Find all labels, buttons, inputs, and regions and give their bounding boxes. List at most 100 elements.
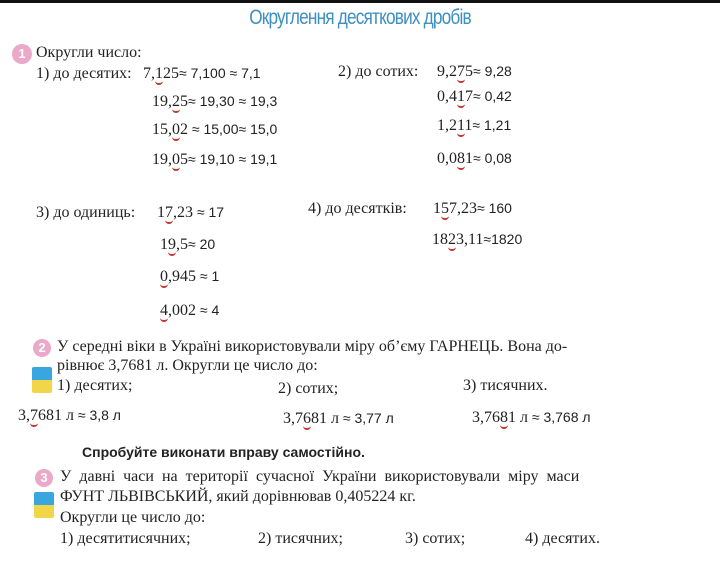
number-part: 1 bbox=[433, 200, 441, 217]
rounded-digit: 0 bbox=[172, 151, 180, 171]
rounding-answer: 19,5≈ 20 bbox=[160, 236, 216, 256]
number-part: 3,11 bbox=[456, 231, 484, 248]
handwritten-result: ≈ 19,10 ≈ 19,1 bbox=[188, 151, 278, 167]
handwritten-result: ≈ 17 bbox=[193, 204, 225, 220]
task2-text-line2: рівнює 3,7681 л. Округли це число до: bbox=[57, 357, 318, 374]
rounding-answer: 0,945 ≈ 1 bbox=[160, 268, 220, 288]
ukraine-flag-icon bbox=[32, 367, 52, 393]
handwritten-result: ≈ 9,28 bbox=[473, 63, 512, 79]
rounded-digit: 6 bbox=[303, 410, 311, 430]
number-part: 7, bbox=[143, 65, 155, 82]
task3-option: 2) тисячних; bbox=[258, 530, 343, 547]
rounded-digit: 7 bbox=[30, 407, 38, 427]
number-part: 7,23 bbox=[449, 200, 477, 217]
handwritten-result: ≈ 1 bbox=[196, 268, 220, 284]
rounding-answer: 0,417≈ 0,42 bbox=[437, 88, 512, 108]
rounded-digit: 1 bbox=[457, 117, 465, 137]
number-part: 1 л bbox=[508, 409, 528, 426]
task2-text-line1: У середні віки в Україні використовували… bbox=[57, 338, 568, 355]
task2-option: 1) десятих; bbox=[57, 377, 133, 394]
number-part: 3, bbox=[18, 407, 30, 424]
number-part: 3,7 bbox=[283, 410, 303, 427]
handwritten-result: ≈ 3,8 л bbox=[73, 407, 121, 423]
handwritten-result: ≈1820 bbox=[483, 231, 523, 247]
top-border bbox=[0, 0, 720, 3]
number-part: ,23 bbox=[173, 204, 193, 221]
number-part: 0,4 bbox=[437, 88, 457, 105]
handwritten-result: ≈ 15,00≈ 15,0 bbox=[188, 121, 278, 137]
task1-part2-label: 2) до сотих: bbox=[338, 63, 419, 80]
number-part: 15, bbox=[152, 121, 172, 138]
handwritten-result: ≈ 160 bbox=[477, 200, 512, 216]
rounding-answer: 15,02 ≈ 15,00≈ 15,0 bbox=[152, 121, 278, 141]
number-part: ,5 bbox=[176, 236, 188, 253]
rounded-digit: 5 bbox=[441, 200, 449, 220]
number-part: 1 bbox=[464, 117, 473, 134]
handwritten-result: ≈ 1,21 bbox=[472, 117, 512, 133]
number-part: 19, bbox=[152, 93, 172, 110]
task3-option: 3) сотих; bbox=[405, 530, 466, 547]
number-part: ,002 bbox=[168, 302, 196, 319]
rounding-answer: 19,05≈ 19,10 ≈ 19,1 bbox=[152, 151, 278, 171]
rounded-digit: 7 bbox=[457, 63, 465, 83]
handwritten-result: ≈ 4 bbox=[196, 302, 220, 318]
handwritten-result: ≈ 3,768 л bbox=[527, 409, 591, 425]
rounding-answer: 1823,11≈1820 bbox=[432, 231, 523, 251]
task1-part3-label: 3) до одиниць: bbox=[36, 204, 136, 221]
rounding-answer: 3,7681 л ≈ 3,768 л bbox=[472, 409, 591, 429]
rounded-digit: 2 bbox=[172, 93, 180, 113]
rounding-answer: 9,275≈ 9,28 bbox=[437, 63, 512, 83]
page-title: Округлення десяткових дробів bbox=[249, 6, 471, 29]
rounded-digit: 0 bbox=[172, 121, 180, 141]
handwritten-result: ≈ 0,42 bbox=[473, 88, 512, 104]
task-number-badge: 3 bbox=[35, 469, 53, 487]
task3-option: 1) десятитисячних; bbox=[60, 530, 191, 547]
handwritten-result: ≈ 3,77 л bbox=[338, 410, 394, 426]
task3-text-line2: ФУНТ ЛЬВІВСЬКИЙ, який дорівнював 0,40522… bbox=[60, 488, 416, 505]
task3-text-line3: Округли це число до: bbox=[60, 509, 206, 526]
handwritten-result: ≈ 19,30 ≈ 19,3 bbox=[188, 93, 278, 109]
number-part: 1 bbox=[465, 150, 473, 167]
number-part: 0,0 bbox=[437, 150, 457, 167]
task1-part4-label: 4) до десятків: bbox=[308, 200, 407, 217]
number-part: 5 bbox=[465, 63, 473, 80]
task1-part1-label: 1) до десятих: bbox=[36, 65, 132, 82]
rounding-answer: 17,23 ≈ 17 bbox=[157, 204, 225, 224]
number-part: 7 bbox=[465, 88, 473, 105]
task3-option: 4) десятих. bbox=[525, 530, 600, 547]
task3-text-line1: У давні часи на території сучасної Украї… bbox=[60, 468, 580, 485]
number-part: 1,2 bbox=[437, 117, 457, 134]
rounding-answer: 19,25≈ 19,30 ≈ 19,3 bbox=[152, 93, 278, 113]
handwritten-result: ≈ 0,08 bbox=[473, 150, 512, 166]
number-part: 9,2 bbox=[437, 63, 457, 80]
rounding-answer: 3,7681 л ≈ 3,8 л bbox=[18, 407, 121, 427]
hint-text: Спробуйте виконати вправу самостійно. bbox=[82, 444, 365, 460]
task2-option: 2) сотих; bbox=[278, 380, 339, 397]
rounding-answer: 7,125≈ 7,100 ≈ 7,1 bbox=[143, 65, 261, 85]
rounded-digit: 2 bbox=[448, 231, 456, 251]
number-part: 5 bbox=[180, 93, 188, 110]
rounded-digit: 7 bbox=[165, 204, 173, 224]
rounding-answer: 1,211≈ 1,21 bbox=[437, 117, 512, 137]
number-part: 2 bbox=[180, 121, 188, 138]
rounded-digit: 0 bbox=[160, 268, 168, 288]
rounded-digit: 1 bbox=[457, 88, 465, 108]
number-part: 5 bbox=[180, 151, 188, 168]
task2-option: 3) тисячних. bbox=[463, 377, 548, 394]
rounded-digit: 8 bbox=[500, 409, 508, 429]
number-part: 81 л bbox=[311, 410, 339, 427]
rounded-digit: 8 bbox=[457, 150, 465, 170]
task1-prompt: Округли число: bbox=[36, 44, 142, 61]
rounding-answer: 4,002 ≈ 4 bbox=[160, 302, 220, 322]
number-part: ,945 bbox=[168, 268, 196, 285]
number-part: 1 bbox=[160, 236, 168, 253]
rounding-answer: 3,7681 л ≈ 3,77 л bbox=[283, 410, 394, 430]
number-part: 18 bbox=[432, 231, 448, 248]
number-part: 1 bbox=[157, 204, 165, 221]
task-number-badge: 1 bbox=[12, 44, 32, 64]
handwritten-result: ≈ 20 bbox=[188, 236, 216, 252]
number-part: 3,76 bbox=[472, 409, 500, 426]
number-part: 681 л bbox=[38, 407, 74, 424]
rounded-digit: 1 bbox=[155, 65, 163, 85]
rounded-digit: 9 bbox=[168, 236, 176, 256]
